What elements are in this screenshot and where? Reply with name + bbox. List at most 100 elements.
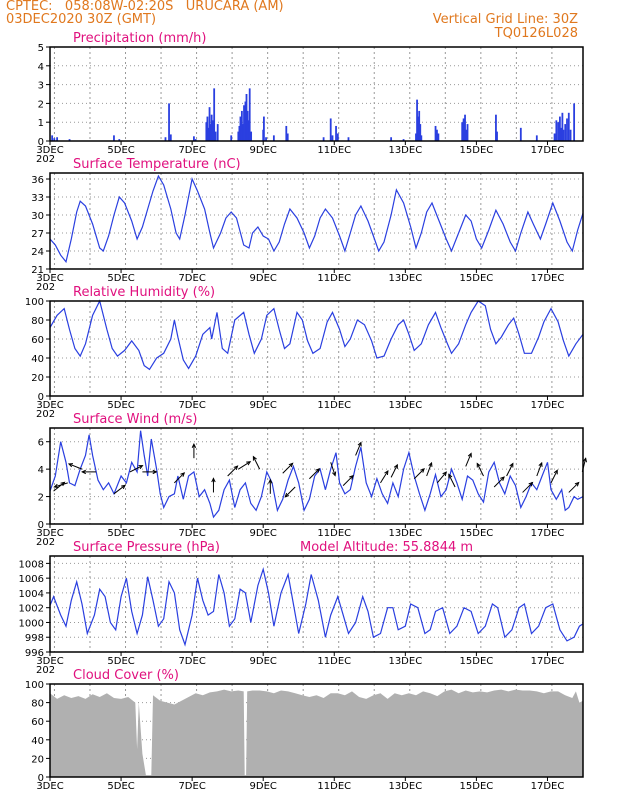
precip-bar bbox=[461, 122, 464, 141]
panel-4-xtick-label: 17DEC bbox=[531, 656, 565, 667]
precip-bar bbox=[272, 135, 275, 141]
wind-arrow-head bbox=[284, 492, 290, 498]
wind-arrow bbox=[238, 461, 251, 470]
precip-bar bbox=[168, 103, 170, 141]
precip-bar bbox=[418, 110, 421, 141]
precip-bar bbox=[329, 118, 332, 141]
wind-arrow bbox=[174, 472, 185, 484]
precip-bar bbox=[286, 133, 289, 141]
wind-arrow bbox=[465, 453, 472, 467]
precip-bar bbox=[216, 124, 219, 141]
wind-arrow-head bbox=[509, 462, 514, 468]
panel-3-xtick-label: 5DEC bbox=[107, 528, 134, 539]
precip-bar bbox=[230, 135, 233, 141]
panel-3-xtick-label: 13DEC bbox=[388, 528, 422, 539]
panel-1-plot-area bbox=[50, 173, 583, 269]
precip-bar bbox=[207, 127, 210, 141]
precip-bar bbox=[402, 139, 405, 141]
precip-bar bbox=[434, 125, 437, 141]
wind-arrow bbox=[54, 482, 68, 488]
wind-arrow-head bbox=[467, 452, 472, 458]
panel-1-ytick-label: 30 bbox=[31, 211, 44, 222]
wind-arrow-head bbox=[138, 465, 144, 470]
precip-bar bbox=[336, 133, 339, 141]
panel-4-plot-area bbox=[50, 556, 583, 652]
wind-arrow bbox=[436, 471, 447, 484]
wind-arrow-head bbox=[538, 461, 543, 467]
panel-0-xtick-label: 17DEC bbox=[531, 145, 565, 156]
precip-bar bbox=[210, 114, 213, 141]
panel-5-xtick-label: 3DEC bbox=[36, 781, 63, 792]
wind-arrow bbox=[355, 442, 362, 456]
precip-bar bbox=[248, 88, 251, 141]
precip-bar bbox=[169, 134, 172, 141]
wind-arrow-head bbox=[420, 468, 425, 473]
cloud-cover-area bbox=[50, 689, 583, 777]
precip-bar bbox=[213, 88, 216, 141]
panel-4-ytick-label: 1002 bbox=[19, 604, 44, 615]
precip-bar bbox=[193, 136, 195, 141]
precip-bar bbox=[569, 129, 572, 141]
precip-bar bbox=[519, 127, 522, 141]
panel-4-ytick-label: 998 bbox=[25, 633, 44, 644]
panel-1-xtick-label: 17DEC bbox=[531, 273, 565, 284]
panel-0-xtick-label: 5DEC bbox=[107, 145, 134, 156]
panel-3-ytick-label: 2 bbox=[38, 493, 44, 504]
panel-0-year-stub: 202 bbox=[36, 154, 55, 165]
panel-5-ytick-label: 40 bbox=[31, 736, 44, 747]
panel-2-xtick-label: 11DEC bbox=[317, 400, 351, 411]
precip-bar bbox=[245, 94, 248, 141]
header-location: CPTEC: 058:08W-02:20S URUCARA (AM) bbox=[6, 0, 284, 14]
panel-1-year-stub: 202 bbox=[36, 282, 55, 293]
precip-bar bbox=[496, 131, 498, 141]
panel-3-title: Surface Wind (m/s) bbox=[73, 412, 197, 427]
wind-arrow bbox=[380, 470, 389, 484]
precip-bar bbox=[462, 118, 465, 141]
panel-0-ytick-label: 4 bbox=[38, 62, 44, 73]
panel-4-ytick-label: 996 bbox=[25, 648, 44, 659]
precip-bar bbox=[573, 103, 576, 141]
panel-2-xtick-label: 7DEC bbox=[178, 400, 205, 411]
wind-arrow-head bbox=[268, 478, 273, 484]
panel-2-title: Relative Humidity (%) bbox=[73, 285, 215, 300]
precip-bar bbox=[561, 112, 564, 141]
wind-arrow-head bbox=[246, 461, 252, 466]
panel-0-xtick-label: 13DEC bbox=[388, 145, 422, 156]
wind-arrow-head bbox=[191, 443, 197, 448]
precip-bar bbox=[417, 116, 420, 141]
wind-arrow-head bbox=[331, 471, 337, 477]
precip-bar bbox=[51, 135, 54, 141]
header-init-time: 03DEC2020 30Z (GMT) bbox=[6, 12, 157, 27]
wind-arrow bbox=[309, 468, 320, 480]
panel-3-ytick-label: 6 bbox=[38, 438, 44, 449]
panel-5-xtick-label: 7DEC bbox=[178, 781, 205, 792]
precip-bar bbox=[208, 107, 211, 141]
precip-bar bbox=[535, 135, 538, 141]
header-grid-note: Vertical Grid Line: 30Z bbox=[432, 12, 578, 27]
panel-2-ytick-label: 20 bbox=[31, 373, 44, 384]
panel-3-xtick-label: 11DEC bbox=[317, 528, 351, 539]
precip-bar bbox=[206, 116, 209, 141]
panel-0-plot-area bbox=[50, 47, 583, 141]
series-line-4 bbox=[49, 567, 584, 647]
wind-arrow-head bbox=[315, 468, 321, 473]
precip-bar bbox=[247, 120, 250, 141]
wind-arrow-head bbox=[121, 484, 126, 490]
series-line-2 bbox=[49, 299, 584, 371]
wind-arrow bbox=[493, 476, 505, 488]
precip-bar bbox=[557, 122, 560, 141]
wind-arrow bbox=[113, 484, 126, 495]
panel-5-ytick-label: 100 bbox=[25, 680, 44, 691]
wind-arrow-head bbox=[233, 465, 239, 471]
wind-arrow-head bbox=[288, 462, 294, 468]
panel-5-frame bbox=[49, 683, 584, 778]
panel-2-ytick-label: 0 bbox=[38, 392, 44, 403]
precip-bar bbox=[246, 110, 249, 141]
panel-1-xtick-label: 9DEC bbox=[250, 273, 277, 284]
wind-arrow-head bbox=[582, 457, 587, 463]
panel-0-ytick-label: 2 bbox=[38, 99, 44, 110]
precip-bar bbox=[214, 131, 217, 141]
precip-bar bbox=[555, 120, 558, 141]
wind-arrow bbox=[227, 465, 238, 477]
